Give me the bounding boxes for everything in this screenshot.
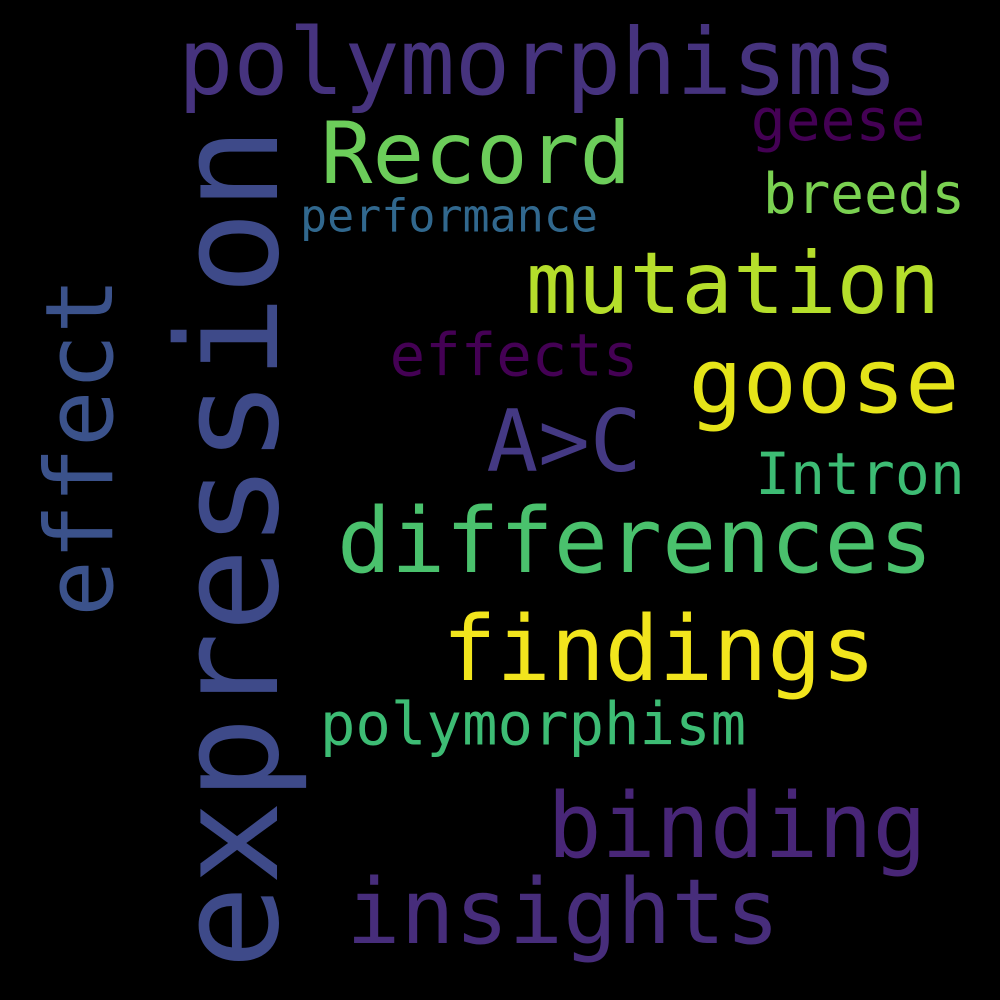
- word-breeds: breeds: [762, 162, 966, 227]
- word-intron: Intron: [755, 440, 965, 508]
- word-mutation: mutation: [525, 234, 941, 334]
- word-record: Record: [320, 104, 632, 204]
- word-polymorphisms: polymorphisms: [177, 9, 899, 116]
- word-performance: performance: [299, 189, 599, 243]
- word-polymorphism: polymorphism: [319, 689, 747, 759]
- word-insights: insights: [346, 860, 780, 965]
- word-geese: geese: [750, 86, 926, 154]
- word-a-gt-c: A>C: [486, 392, 642, 492]
- word-findings: findings: [442, 597, 876, 702]
- word-expression: expression: [148, 126, 311, 970]
- word-effects: effects: [389, 320, 639, 390]
- word-binding: binding: [547, 774, 927, 879]
- word-goose: goose: [688, 329, 960, 434]
- word-differences: differences: [336, 489, 934, 594]
- word-effect: effect: [26, 277, 135, 617]
